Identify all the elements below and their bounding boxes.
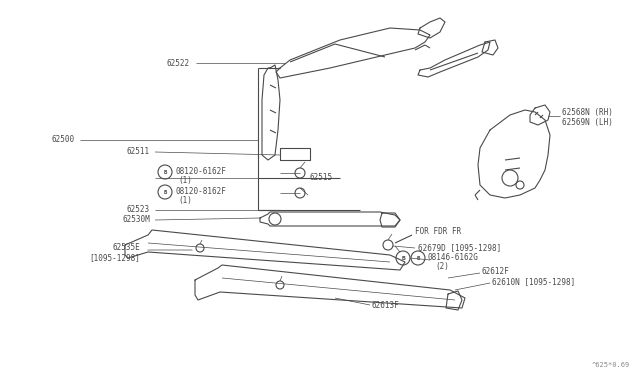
Text: B: B: [163, 189, 166, 195]
Text: 62679D [1095-1298]: 62679D [1095-1298]: [418, 244, 501, 253]
Text: 62522: 62522: [167, 58, 190, 67]
Text: 62523: 62523: [127, 205, 150, 215]
Text: (2): (2): [435, 263, 449, 272]
Text: 62612F: 62612F: [482, 267, 509, 276]
Text: (1): (1): [178, 196, 192, 205]
Text: 62515: 62515: [310, 173, 333, 183]
Text: 08146-6162G: 08146-6162G: [428, 253, 479, 263]
Text: (1): (1): [178, 176, 192, 185]
Text: 62535E: 62535E: [112, 244, 140, 253]
Text: B: B: [417, 256, 420, 260]
Text: B: B: [163, 170, 166, 174]
Text: 62613F: 62613F: [372, 301, 400, 311]
Text: 08120-8162F: 08120-8162F: [175, 186, 226, 196]
Text: 62500: 62500: [52, 135, 75, 144]
Text: 08120-6162F: 08120-6162F: [175, 167, 226, 176]
Text: 62568N (RH): 62568N (RH): [562, 109, 613, 118]
Text: [1095-1298]: [1095-1298]: [89, 253, 140, 263]
Text: 62569N (LH): 62569N (LH): [562, 118, 613, 126]
Text: FOR FDR FR: FOR FDR FR: [415, 228, 461, 237]
Text: 62610N [1095-1298]: 62610N [1095-1298]: [492, 278, 575, 286]
Text: ^625*0.69: ^625*0.69: [592, 362, 630, 368]
Text: 62530M: 62530M: [122, 215, 150, 224]
Text: 62511: 62511: [127, 148, 150, 157]
Text: B: B: [401, 256, 405, 260]
